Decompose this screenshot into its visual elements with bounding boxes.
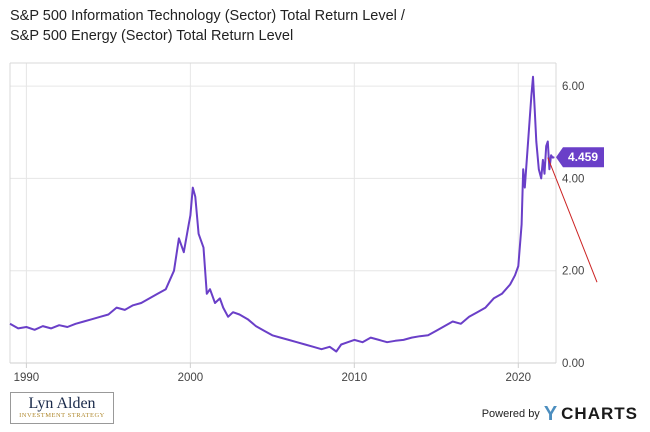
last-value-badge: 4.459 [556,147,604,168]
y-tick-label: 6.00 [562,81,584,93]
powered-by-text: Powered by [481,408,540,420]
x-tick-label: 2010 [342,372,368,384]
x-tick-label: 2020 [505,372,531,384]
y-tick-label: 2.00 [562,266,584,278]
badge-shape [556,147,604,168]
powered-by-ycharts[interactable]: Powered by Y CHARTS [481,403,638,425]
ycharts-logo-word: CHARTS [561,404,638,423]
y-tick-label: 0.00 [562,358,584,370]
x-tick-label: 2000 [178,372,204,384]
chart-title: S&P 500 Information Technology (Sector) … [10,8,405,44]
y-tick-label: 4.00 [562,173,584,185]
logo-subtitle: INVESTMENT STRATEGY [19,412,105,419]
x-axis-ticks: 1990 2000 2010 2020 [14,363,531,384]
trendline [547,157,598,283]
lyn-alden-logo: Lyn Alden INVESTMENT STRATEGY [10,392,114,424]
series-group [9,75,555,353]
ycharts-logo-y: Y [543,403,558,425]
logo-name: Lyn Alden [28,395,96,412]
trendline-group [547,157,598,283]
badge-value: 4.459 [568,150,598,164]
y-axis-ticks: 0.00 2.00 4.00 6.00 [562,81,584,370]
gridlines [10,63,556,363]
x-tick-label: 1990 [14,372,40,384]
series-line-0 [9,75,555,353]
